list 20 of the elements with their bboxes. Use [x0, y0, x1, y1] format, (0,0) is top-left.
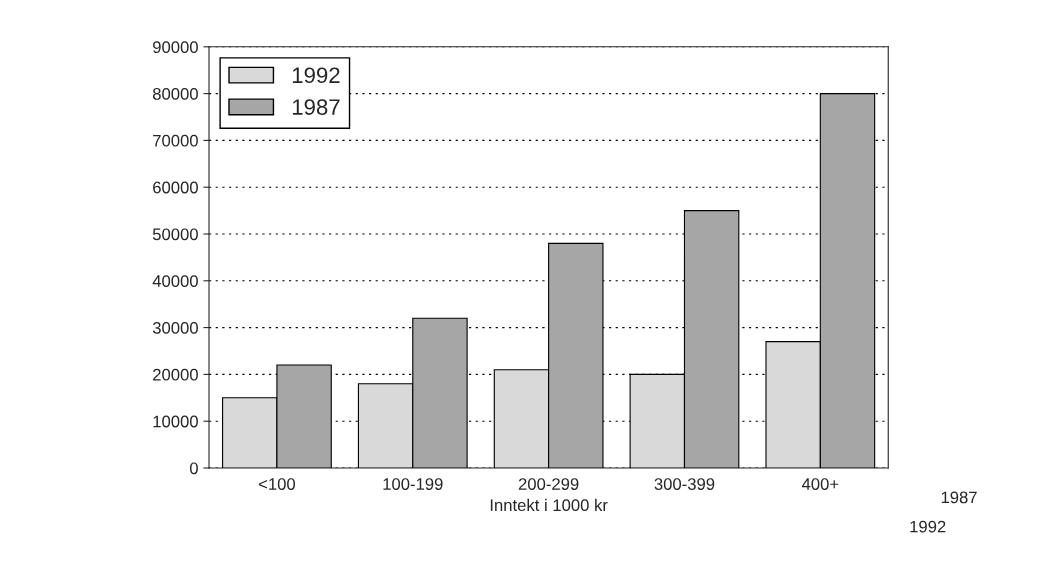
y-tick-label: 30000 [152, 322, 198, 334]
y-tick-label: 0 [189, 462, 198, 475]
text: 1987 [941, 491, 977, 504]
legend-label: 1987 [292, 99, 340, 115]
y-tick-label: 40000 [152, 275, 198, 287]
text: 1992 [910, 520, 946, 533]
y-tick-label: 90000 [153, 41, 198, 53]
x-tick-label: 400+ [801, 478, 839, 490]
y-tick-label: 80000 [152, 88, 198, 100]
y-tick-label: 60000 [153, 181, 198, 194]
y-tick-label: 20000 [153, 368, 198, 381]
x-axis-title: Inntekt i 1000 kr [490, 498, 608, 512]
x-tick-label: 200-299 [518, 478, 579, 490]
x-tick-label: <100 [258, 478, 296, 490]
y-tick-label: 50000 [152, 228, 198, 241]
y-tick-label: 70000 [153, 134, 198, 147]
y-tick-label: 10000 [153, 415, 198, 428]
x-tick-label: 100-199 [383, 478, 443, 490]
legend-label: 1992 [292, 67, 340, 84]
x-tick-label: 300-399 [654, 478, 715, 490]
